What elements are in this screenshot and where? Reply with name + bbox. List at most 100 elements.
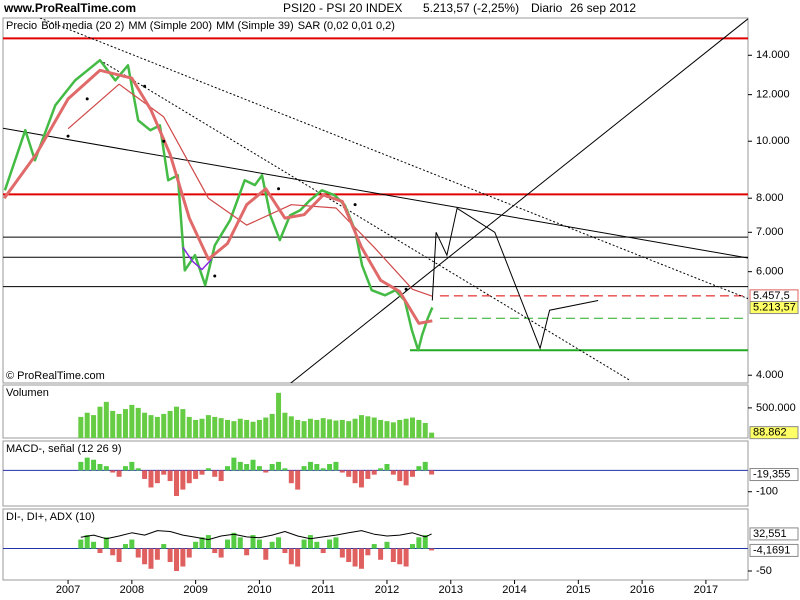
- bar: [371, 470, 377, 475]
- bar: [282, 412, 288, 438]
- bar: [288, 416, 294, 438]
- sar-dot: [143, 84, 147, 88]
- bar: [409, 417, 415, 438]
- bar: [371, 544, 377, 549]
- legend-entry: Precio: [6, 20, 37, 32]
- bar: [269, 541, 275, 549]
- bar: [244, 548, 250, 556]
- bar: [244, 464, 250, 471]
- bar: [161, 544, 167, 549]
- x-tick-label: 2007: [56, 584, 80, 596]
- bar: [346, 548, 352, 563]
- date: 26 sep 2012: [570, 1, 636, 15]
- value-box-label: -4,1691: [753, 544, 790, 556]
- bar: [122, 544, 128, 549]
- bar: [199, 418, 205, 438]
- quote: 5.213,57 (-2,25%): [423, 1, 519, 15]
- bar: [358, 548, 364, 569]
- bar: [333, 537, 339, 549]
- bar: [288, 548, 294, 565]
- bar: [173, 406, 179, 438]
- panel-title: Volumen: [6, 387, 49, 399]
- bar: [378, 548, 384, 560]
- bar: [154, 416, 160, 438]
- bar: [429, 432, 435, 438]
- bar: [314, 464, 320, 471]
- x-tick-label: 2014: [502, 584, 526, 596]
- bar: [397, 470, 403, 482]
- value-box-label: 32,551: [753, 528, 787, 540]
- bar: [314, 541, 320, 549]
- bar: [422, 461, 428, 471]
- sar-dot: [66, 134, 70, 138]
- value-box: [749, 426, 799, 440]
- bar: [429, 548, 435, 551]
- bar: [84, 457, 90, 471]
- bar: [122, 409, 128, 438]
- bar: [276, 392, 282, 438]
- bar: [205, 415, 211, 438]
- bar: [122, 466, 128, 471]
- bar: [218, 470, 224, 482]
- bar: [142, 470, 148, 479]
- x-tick-label: 2016: [630, 584, 654, 596]
- bar: [269, 464, 275, 471]
- bar: [371, 417, 377, 438]
- bar: [103, 466, 109, 471]
- bar: [365, 470, 371, 479]
- bar: [378, 419, 384, 438]
- bar: [365, 548, 371, 556]
- bar: [110, 548, 116, 556]
- value-box-label: -19,355: [753, 468, 790, 480]
- copyright: © ProRealTime.com: [6, 370, 105, 382]
- panel-axis: -50 DI-, DI+, ADX (10) 32,551 -4,1691 2007 20…: [6, 511, 799, 596]
- bar: [327, 419, 333, 438]
- bar: [409, 544, 415, 549]
- bar: [199, 470, 205, 475]
- bar: [231, 421, 237, 438]
- bar: [263, 470, 269, 473]
- bar: [295, 419, 301, 438]
- bar: [154, 548, 160, 560]
- value-box-label: 5.457,5: [753, 290, 790, 302]
- panel-axis: 500.000 Volumen 88.862: [6, 387, 799, 440]
- bar: [390, 548, 396, 563]
- bar: [91, 541, 97, 549]
- sar-dot: [213, 274, 217, 278]
- bar: [129, 461, 135, 471]
- panel-layer: [3, 457, 748, 496]
- bar: [301, 466, 307, 471]
- trendline: [431, 207, 599, 350]
- bar: [397, 548, 403, 565]
- bar: [135, 468, 141, 471]
- x-tick-label: 2010: [247, 584, 271, 596]
- panel-title: DI-, DI+, ADX (10): [6, 511, 95, 523]
- bar: [295, 548, 301, 567]
- bar: [301, 539, 307, 549]
- y-tick-label: -50: [756, 565, 772, 577]
- bar: [352, 548, 358, 567]
- bar: [97, 464, 103, 471]
- bar: [295, 470, 301, 490]
- bar: [282, 548, 288, 554]
- y-tick-label: 14.000: [756, 49, 790, 61]
- bar: [320, 468, 326, 471]
- bar: [212, 548, 218, 554]
- bar: [263, 548, 269, 560]
- bar: [339, 470, 345, 473]
- bar: [384, 464, 390, 471]
- bar: [218, 418, 224, 438]
- bar: [403, 470, 409, 486]
- bar: [390, 470, 396, 475]
- bar: [180, 470, 186, 490]
- bar: [135, 548, 141, 558]
- bar: [250, 421, 256, 438]
- bar: [314, 419, 320, 438]
- bar: [409, 470, 415, 477]
- y-tick-label: 12.000: [756, 89, 790, 101]
- bar: [225, 539, 231, 549]
- series-line: [3, 68, 433, 325]
- bar: [173, 548, 179, 572]
- trendline: [3, 127, 748, 259]
